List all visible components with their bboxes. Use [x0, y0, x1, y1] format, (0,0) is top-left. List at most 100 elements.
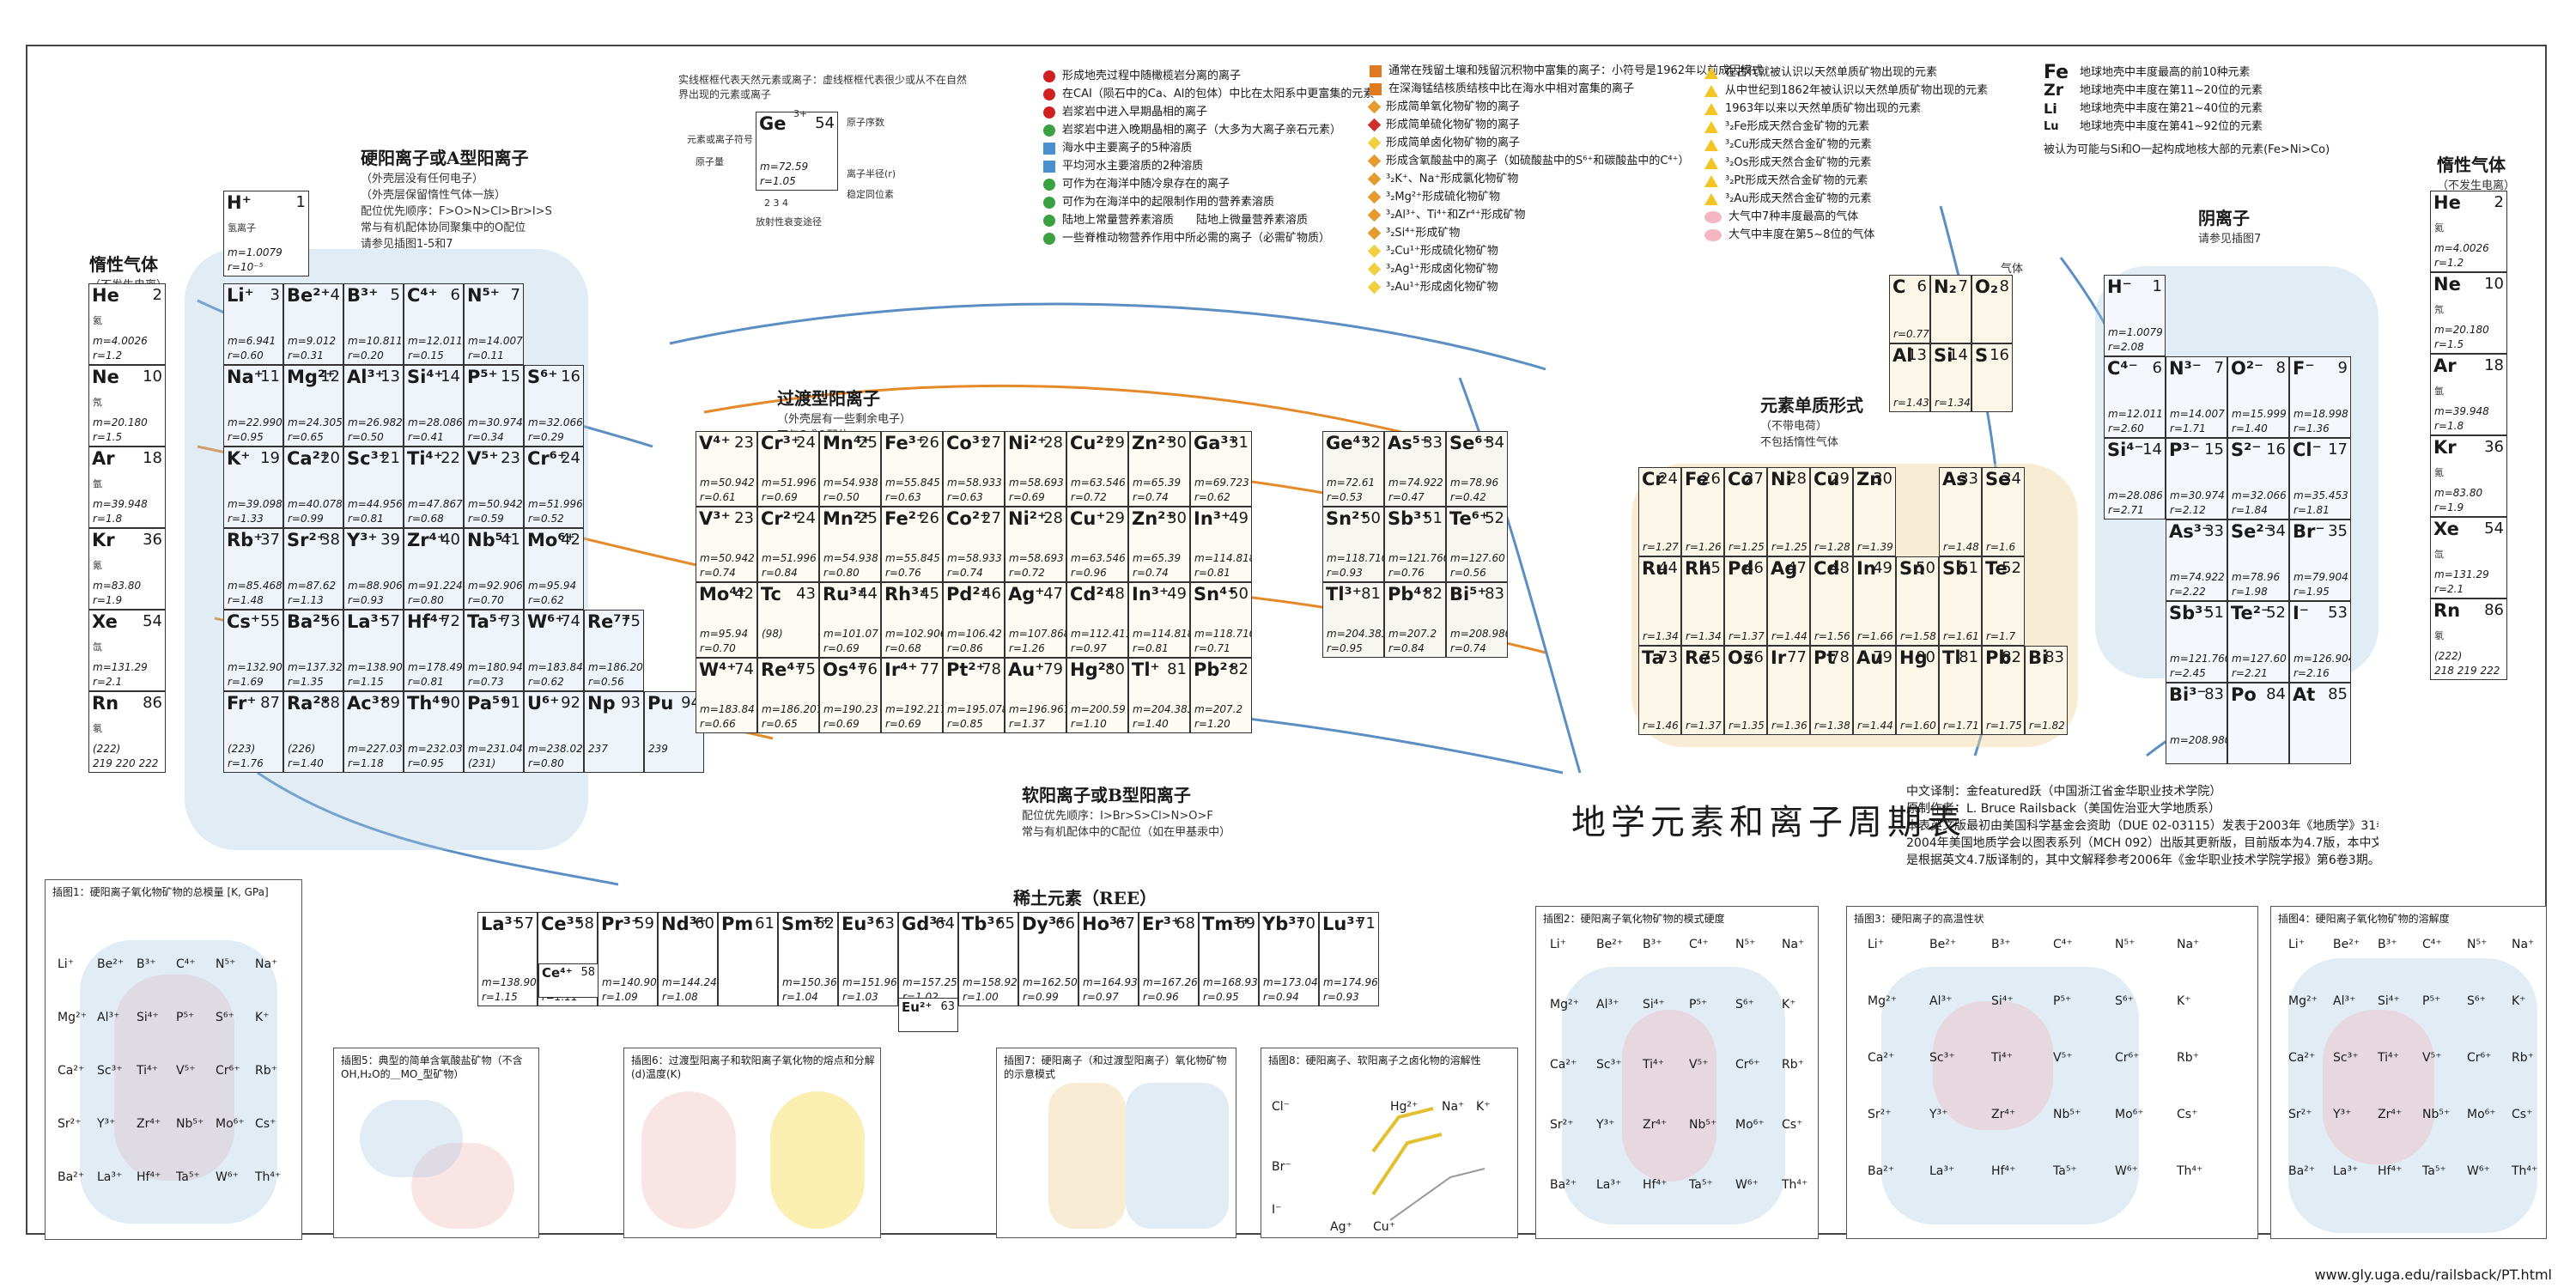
dot-red-icon [1043, 88, 1055, 100]
inset-ion-label: Si⁴⁺ [2378, 994, 2400, 1008]
element-radius: r=0.99 [1023, 991, 1059, 1003]
element-number: 61 [755, 914, 775, 933]
element-mass: m=95.94 [700, 628, 749, 640]
inset-ion-label: Ta⁵⁺ [2422, 1164, 2446, 1178]
element-cell: Os 76 r=1.35 [1724, 646, 1767, 735]
element-mass: m=78.96 [1450, 477, 1499, 489]
inset-ion-label: Cr⁶⁺ [2467, 1051, 2492, 1065]
diamond-orange-icon [1367, 154, 1382, 168]
pent-icon [1704, 84, 1718, 97]
element-cell: Ne 10 氖 m=20.180 r=1.5 [2430, 272, 2507, 354]
abundance-text: 地球地壳中丰度在第21~40位的元素 [2080, 102, 2263, 115]
element-symbol: Pb⁴⁺ [1388, 584, 1431, 605]
inset-ion-label: Cs⁺ [2177, 1108, 2198, 1121]
element-cell: Se 34 r=1.6 [1982, 467, 2025, 556]
page-title: 地学元素和离子周期表 [1571, 803, 1966, 842]
element-symbol: Os⁴⁺ [823, 659, 866, 680]
element-cell: Au 79 r=1.44 [1853, 646, 1896, 735]
legend-text: 陆地上常量营养素溶质 陆地上微量营养素溶质 [1062, 214, 1309, 227]
element-radius: r=1.34 [1643, 630, 1679, 642]
element-symbol: Na⁺ [227, 367, 264, 387]
element-mass: (226) [288, 743, 316, 755]
inset-ion-label: P⁵⁺ [1689, 998, 1708, 1012]
element-cell: H⁻ 1 m=1.0079 r=2.08 [2104, 275, 2166, 356]
element-symbol: C⁴⁻ [2107, 358, 2138, 379]
footer-url[interactable]: www.gly.uga.edu/railsback/PT.html [2314, 1267, 2552, 1283]
element-number: 16 [2266, 440, 2286, 459]
key-intro: 实线框框代表天然元素或离子：虚线框框代表很少或从不在自然界出现的元素或离子 [678, 74, 968, 100]
element-mass: m=83.80 [2434, 487, 2483, 499]
legend-text: ³₂K⁺、Na⁺形成氯化物矿物 [1386, 173, 1519, 185]
element-number: 16 [1990, 346, 2009, 364]
element-radius: r=0.62 [1194, 491, 1230, 503]
element-number: 81 [1959, 648, 1978, 666]
element-cell: Pt²⁺ 78 m=195.078 r=0.85 [943, 658, 1005, 733]
legend-text: 形成含氧酸盐中的离子（如硫酸盐中的S⁶⁺和碳酸盐中的C⁴⁺） [1386, 155, 1690, 167]
element-radius: r=0.62 [528, 594, 564, 606]
abundance-row: Fe 地球地壳中丰度最高的前10种元素 [2044, 64, 2344, 82]
element-number: 78 [981, 660, 1001, 678]
element-mass: m=39.098 [228, 498, 283, 510]
inset-ion-label: Al³⁺ [97, 1011, 120, 1024]
inset-ion-label: Cs⁺ [2512, 1108, 2533, 1121]
inset-ion-label: Rb⁺ [2177, 1051, 2200, 1065]
inset-ion-label: Rb⁺ [255, 1064, 278, 1078]
element-symbol: Gd³⁺ [902, 914, 947, 934]
soft-cation-sub2: 常与有机配体中的C配位（如在甲基汞中） [1022, 826, 1231, 839]
element-radius: r=2.1 [93, 676, 123, 688]
inset-ion-label: S⁶⁺ [2467, 994, 2486, 1008]
element-radius: r=0.95 [1327, 642, 1363, 654]
legend-text: 通常在残留土壤和残留沉积物中富集的离子：小符号是1962年以前成因模式 [1388, 64, 1764, 77]
inset-ion-label: Nb⁵⁺ [176, 1117, 204, 1131]
element-number: 77 [920, 660, 939, 678]
halide-label: Cu⁺ [1373, 1220, 1396, 1234]
inset-ion-label: Rb⁺ [2512, 1051, 2535, 1065]
element-radius: r=1.56 [1814, 630, 1850, 642]
element-number: 2 [152, 286, 162, 304]
inset-ion-label: Mo⁶⁺ [1735, 1118, 1765, 1132]
element-cell: Ir 77 r=1.36 [1767, 646, 1810, 735]
element-symbol: Cr [1642, 469, 1664, 489]
element-symbol: Mo⁶⁺ [527, 530, 575, 550]
pent-icon [1704, 156, 1718, 169]
element-cell: Mg²⁺ 12 m=24.305 r=0.65 [283, 365, 343, 447]
legend-text: 在CAI（陨石中的Ca、Al的包体）中比在太阳系中更富集的元素 [1062, 88, 1375, 100]
element-symbol: Th⁴⁺ [407, 693, 450, 714]
element-mass: m=10.811 [348, 335, 403, 347]
pent-icon [1704, 138, 1718, 151]
noble-right-header: 惰性气体 （不发生电离） [2437, 151, 2515, 192]
halide-label: K⁺ [1476, 1100, 1491, 1114]
element-symbol: Ir⁴⁺ [884, 659, 918, 680]
element-cell: Zn²⁺ 30 m=65.39 r=0.74 [1128, 507, 1190, 582]
key-box: 实线框框代表天然元素或离子：虚线框框代表很少或从不在自然界出现的元素或离子 Ge… [678, 72, 987, 244]
element-cell: Ni 28 r=1.25 [1767, 467, 1810, 556]
element-radius: r=1.71 [2170, 422, 2206, 434]
element-number: 53 [2328, 604, 2348, 622]
element-number: 7 [1958, 277, 1968, 295]
legend-text: 可作为在海洋中随冷泉存在的离子 [1062, 178, 1230, 191]
element-radius: r=0.84 [1388, 642, 1425, 654]
credits: 中文译制：金featured跃（中国浙江省金华职业技术学院） 原制作者：L. Br… [1906, 783, 2379, 869]
element-mass: m=58.933 [947, 477, 1002, 489]
element-mass: m=183.84 [700, 703, 755, 715]
element-symbol: Ti⁴⁺ [407, 448, 443, 469]
legend-row: 陆地上常量营养素溶质 陆地上微量营养素溶质 [1043, 211, 1370, 229]
element-number: 21 [380, 449, 400, 467]
inset-ion-label: Mg²⁺ [2288, 994, 2318, 1008]
element-cell: V⁵⁺ 23 m=50.942 r=0.59 [464, 447, 524, 528]
element-symbol: He [2433, 192, 2461, 213]
element-number: 36 [143, 531, 162, 549]
legend-text: ³₂Al³⁺、Ti⁴⁺和Zr⁴⁺形成矿物 [1386, 209, 1526, 222]
element-mass: m=101.07 [823, 628, 878, 640]
element-number: 9 [2337, 359, 2348, 377]
inset-ion-label: Ta⁵⁺ [1689, 1178, 1713, 1192]
element-cell: Ni²⁺ 28 m=58.693 r=0.72 [1005, 507, 1066, 582]
diamond-orange-icon [1367, 172, 1382, 186]
element-symbol: La³⁺ [481, 914, 522, 934]
element-symbol: Ar [2433, 355, 2457, 376]
legend-row: ³₂Mg²⁺形成硫化物矿物 [1367, 188, 1704, 206]
element-symbol: Os [1728, 647, 1754, 668]
inset-ion-label: B³⁺ [1643, 938, 1662, 951]
element-radius: r=0.62 [528, 676, 564, 688]
element-radius: r=0.95 [408, 757, 444, 769]
